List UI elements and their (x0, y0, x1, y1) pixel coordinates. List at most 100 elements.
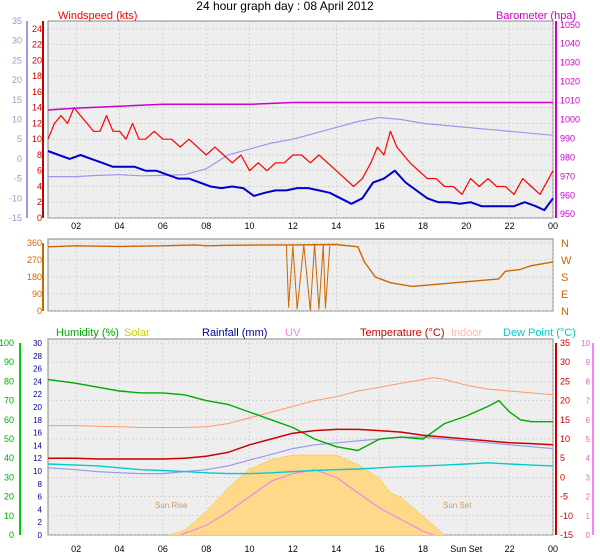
wind-time-tick: 20 (461, 221, 471, 231)
outer-scale-tick: 0 (17, 154, 22, 164)
uv-tick: 9 (586, 358, 591, 367)
uv-tick: 2 (586, 493, 591, 502)
rainfall-tick: 14 (33, 441, 42, 450)
temperature-tick: -15 (560, 530, 573, 540)
rainfall-tick: 22 (33, 390, 42, 399)
temperature-tick: 25 (560, 376, 570, 386)
humidity-label: Humidity (%) (56, 327, 119, 339)
wind-time-tick: 22 (505, 221, 515, 231)
wind-grid (48, 21, 554, 219)
windspeed-average-line (47, 150, 554, 212)
uv-tick: 10 (581, 339, 590, 348)
direction-tick: 360 (27, 238, 42, 248)
temp-time-tick: 14 (331, 544, 341, 554)
wind-time-tick: 02 (71, 221, 81, 231)
rainfall-tick: 6 (38, 493, 43, 502)
temp-time-tick: 12 (288, 544, 298, 554)
humidity-tick: 70 (4, 396, 14, 406)
rainfall-tick: 10 (33, 467, 42, 476)
outer-scale-tick: 35 (12, 16, 22, 26)
windspeed-tick: 4 (37, 181, 42, 191)
temp-time-tick: 10 (245, 544, 255, 554)
rainfall-tick: 4 (38, 505, 43, 514)
solar-area (169, 454, 445, 536)
uv-tick: 6 (586, 416, 591, 425)
barometer-tick: 1050 (560, 20, 580, 30)
rainfall-tick: 30 (33, 339, 42, 348)
indoor-line (48, 377, 554, 428)
wind-time-tick: 12 (288, 221, 298, 231)
wind-time-tick: 06 (158, 221, 168, 231)
temperature-tick: 5 (560, 453, 565, 463)
barometer-tick: 990 (560, 133, 575, 143)
windspeed-line (47, 107, 554, 195)
windspeed-tick: 6 (37, 166, 42, 176)
compass-label: S (561, 272, 568, 284)
direction-tick: 180 (27, 272, 42, 282)
wind-series (47, 101, 554, 212)
windspeed-tick: 24 (32, 24, 42, 34)
temp-time-tick: 02 (71, 544, 81, 554)
direction-tick: 270 (27, 255, 42, 265)
humidity-tick: 20 (4, 492, 14, 502)
wind-time-tick: 14 (331, 221, 341, 231)
rainfall-tick: 2 (38, 518, 43, 527)
uv-tick: 4 (586, 454, 591, 463)
barometer-tick: 970 (560, 171, 575, 181)
outer-scale-tick: -10 (9, 193, 22, 203)
windspeed-tick: 18 (32, 71, 42, 81)
wind-panel-bg (47, 20, 554, 219)
outer-scale-tick: 25 (12, 55, 22, 65)
rainfall-tick: 8 (38, 480, 43, 489)
humidity-tick: 60 (4, 415, 14, 425)
outer-scale-tick: -15 (9, 213, 22, 223)
wind-time-tick: 00 (548, 221, 558, 231)
barometer-tick: 1040 (560, 39, 580, 49)
wind-time-tick: 16 (375, 221, 385, 231)
compass-label: E (561, 289, 568, 301)
temperature-tick: 15 (560, 415, 570, 425)
windspeed-tick: 2 (37, 197, 42, 207)
windspeed-tick: 10 (32, 134, 42, 144)
wind-time-tick: 10 (245, 221, 255, 231)
barometer-tick: 960 (560, 190, 575, 200)
compass-label: W (561, 255, 572, 267)
temp-time-tick: 06 (158, 544, 168, 554)
barometer-tick: 980 (560, 152, 575, 162)
humidity-line (47, 378, 553, 452)
temp-time-tick: 08 (201, 544, 211, 554)
uv-tick: 0 (586, 531, 591, 540)
rainfall-label: Rainfall (mm) (202, 327, 267, 339)
uv-tick: 8 (586, 377, 591, 386)
outer-scale-tick: 5 (17, 134, 22, 144)
uv-tick: 1 (586, 512, 591, 521)
rainfall-tick: 20 (33, 403, 42, 412)
temperature-tick: 0 (560, 472, 565, 482)
barometer-tick: 1010 (560, 96, 580, 106)
temperature-tick: -5 (560, 492, 568, 502)
rainfall-tick: 12 (33, 454, 42, 463)
temperature-tick: 30 (560, 357, 570, 367)
barometer-tick: 1030 (560, 58, 580, 68)
direction-tick: 90 (32, 289, 42, 299)
windspeed-tick: 12 (32, 118, 42, 128)
wind-outer-axis: 35 30 25 20 15 10 5 0 -5 -10 -15 (9, 16, 28, 223)
uv-tick: 7 (586, 397, 591, 406)
rainfall-tick: 0 (38, 531, 43, 540)
wind-time-tick: 08 (201, 221, 211, 231)
humidity-tick: 90 (4, 357, 14, 367)
windspeed-tick: 8 (37, 150, 42, 160)
rainfall-tick: 16 (33, 429, 42, 438)
temp-time-axis: 02 04 06 08 10 12 14 16 18 Sun Set 22 00 (71, 544, 558, 554)
windspeed-tick: 16 (32, 87, 42, 97)
windspeed-tick: 0 (37, 213, 42, 223)
wind-direction-swings (285, 243, 331, 311)
temp-time-tick: 22 (505, 544, 515, 554)
compass-label: N (561, 306, 569, 318)
temperature-axis: 35 30 25 20 15 10 5 0 -5 -10 -15 (555, 338, 573, 540)
